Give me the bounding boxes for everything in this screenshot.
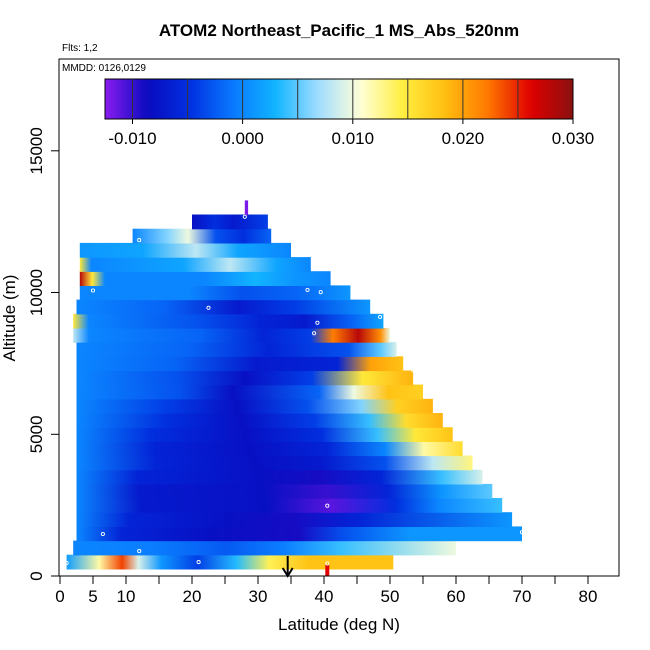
x-tick-label: 10 <box>117 587 136 606</box>
dates-note: MMDD: 0126,0129 <box>62 63 146 74</box>
observation-point <box>305 287 310 292</box>
observation-point <box>318 290 323 295</box>
x-tick-label: 30 <box>249 587 268 606</box>
arrow-head <box>281 567 294 578</box>
x-tick-label: 70 <box>513 587 532 606</box>
observation-point <box>242 214 247 219</box>
heatmap-row-2500 <box>76 498 503 513</box>
observation-point <box>378 314 383 319</box>
heatmap-row-5500 <box>76 413 443 428</box>
observation-point <box>407 353 412 358</box>
heatmap-cell-low <box>325 564 330 576</box>
plot-frame <box>58 58 620 577</box>
heatmap-row-3000 <box>76 483 493 499</box>
heatmap-row-3500 <box>76 469 483 485</box>
colorbar: -0.010 0.000 0.010 0.020 0.030 <box>104 78 595 148</box>
heatmap-row-13000 <box>244 200 249 216</box>
observation-point <box>74 266 79 272</box>
latitude-arrow <box>281 556 294 578</box>
observation-point <box>137 549 142 554</box>
x-axis-label: Latitude (deg N) <box>278 615 400 634</box>
heatmap-row-8000 <box>76 342 397 357</box>
heatmap-row-500 <box>66 554 394 570</box>
x-tick-label: 5 <box>88 587 97 606</box>
flights-note: Flts: 1,2 <box>62 43 98 54</box>
observation-point <box>196 560 201 565</box>
heatmap-row-6000 <box>76 398 433 414</box>
observation-point <box>519 530 525 535</box>
heatmap-row-2000 <box>76 512 513 527</box>
observation-point <box>312 331 317 336</box>
heatmap-row-6500 <box>76 384 423 400</box>
heatmap-row-1500 <box>76 526 522 542</box>
heatmap-row-10500 <box>79 271 331 286</box>
observation-points <box>64 214 525 566</box>
x-tick-label: 50 <box>381 587 400 606</box>
x-tick-label: 20 <box>183 587 202 606</box>
colorbar-gradient <box>104 78 574 120</box>
y-axis: 0 5000 10000 15000 <box>27 127 59 581</box>
heatmap-row-9500 <box>76 299 371 315</box>
x-tick-label: 0 <box>55 587 64 606</box>
observation-point <box>90 288 96 293</box>
heatmap-row-12000 <box>132 228 272 244</box>
observation-point <box>64 560 69 566</box>
heatmap-row-8500 <box>73 327 390 343</box>
y-axis-label: Altitude (m) <box>0 275 19 362</box>
heatmap-row-1000 <box>73 540 456 556</box>
colorbar-tick-label: 0.010 <box>332 129 375 148</box>
observation-point <box>315 320 320 325</box>
heatmap-row-4500 <box>76 441 463 457</box>
colorbar-tick-label: 0.020 <box>442 129 485 148</box>
heatmap-row-11500 <box>79 242 291 258</box>
heatmap-row-12500 <box>192 214 268 230</box>
chart-title: ATOM2 Northeast_Pacific_1 MS_Abs_520nm <box>159 21 519 40</box>
y-tick-label: 5000 <box>27 415 46 453</box>
colorbar-tick-label: -0.010 <box>108 129 156 148</box>
y-tick-label: 0 <box>27 571 46 580</box>
colorbar-tick-label: 0.030 <box>552 129 595 148</box>
heatmap-cells <box>66 200 522 576</box>
heatmap-row-9000 <box>73 313 384 329</box>
x-tick-label: 60 <box>447 587 466 606</box>
x-axis: 0 5 10 20 30 40 50 60 70 80 <box>55 576 597 606</box>
heatmap-row-5000 <box>76 427 453 442</box>
y-tick-label: 10000 <box>27 269 46 316</box>
observation-point <box>137 238 142 243</box>
heatmap-row-7500 <box>76 356 404 372</box>
observation-point <box>325 503 330 508</box>
y-tick-label: 15000 <box>27 127 46 174</box>
colorbar-tick-label: 0.000 <box>221 129 264 148</box>
heatmap-row-11000 <box>79 257 311 272</box>
x-tick-label: 80 <box>579 587 598 606</box>
heatmap-row-10000 <box>79 285 351 301</box>
heatmap-row-4000 <box>76 455 473 471</box>
x-tick-label: 40 <box>315 587 334 606</box>
observation-point <box>100 531 105 537</box>
observation-point <box>325 561 330 566</box>
observation-point <box>411 368 416 373</box>
observation-point <box>206 305 211 310</box>
heatmap-row-7000 <box>76 370 414 386</box>
